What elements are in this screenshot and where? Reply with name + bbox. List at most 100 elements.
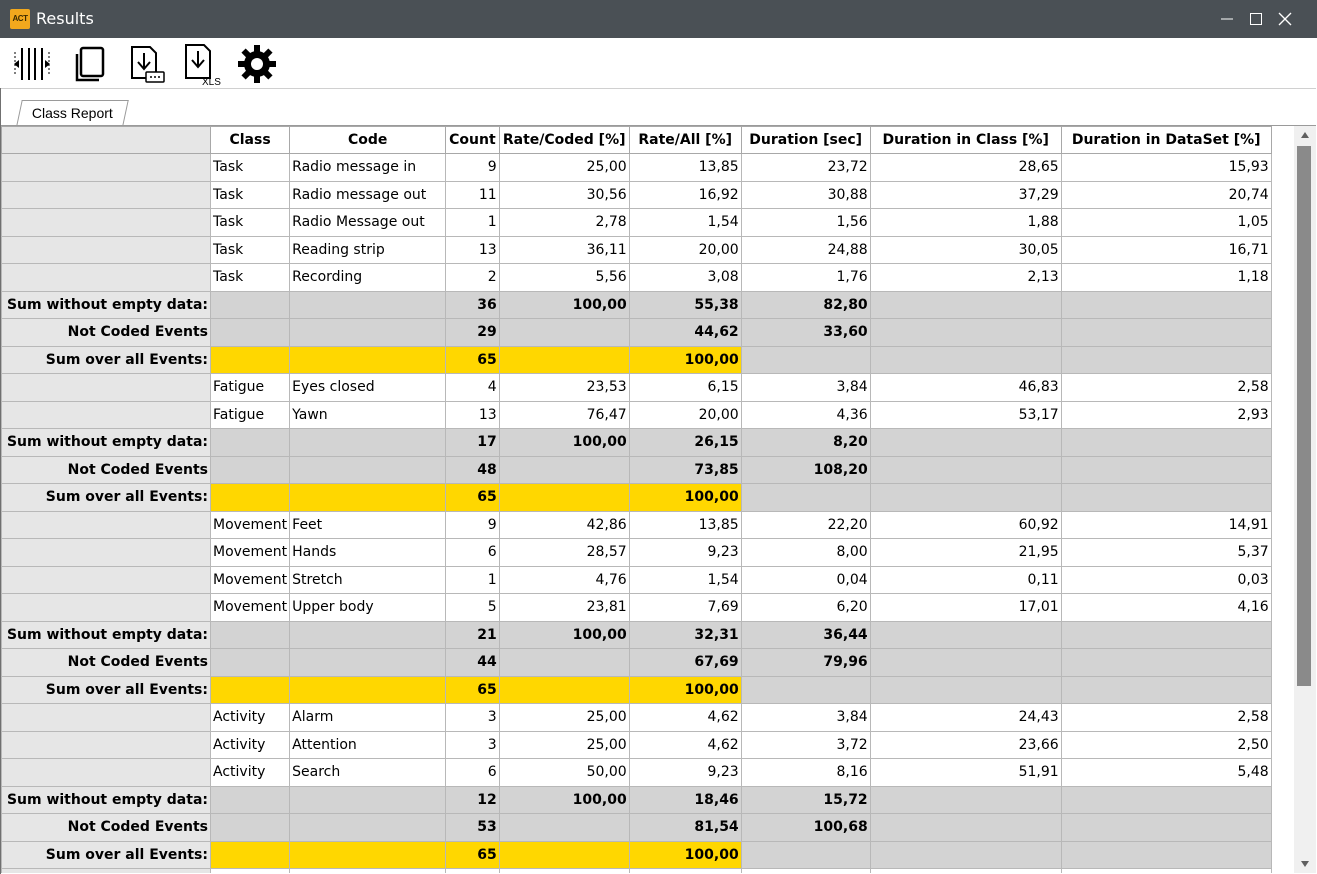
table-cell[interactable]	[289, 785, 447, 814]
column-adjust-button[interactable]	[10, 42, 54, 86]
table-cell[interactable]: 5,48	[1060, 758, 1272, 787]
table-cell[interactable]: 65	[445, 483, 500, 512]
export-xls-button[interactable]: XLS	[180, 42, 224, 86]
table-cell[interactable]: 5,37	[1060, 538, 1272, 567]
table-cell[interactable]: 44,62	[628, 318, 742, 347]
table-cell[interactable]: Upper body	[289, 593, 447, 622]
table-cell[interactable]: 1,88	[869, 208, 1062, 237]
table-cell[interactable]: 100,00	[498, 785, 630, 814]
table-cell[interactable]	[209, 813, 291, 842]
table-cell[interactable]: 3,08	[628, 263, 742, 292]
table-cell[interactable]: 1	[445, 208, 500, 237]
table-cell[interactable]: 44	[445, 648, 500, 677]
scrollbar-thumb[interactable]	[1297, 146, 1311, 686]
row-header[interactable]: Sum without empty data:	[1, 428, 211, 457]
table-cell[interactable]	[869, 840, 1062, 869]
row-header[interactable]: Sum without empty data:	[1, 785, 211, 814]
row-header[interactable]	[1, 703, 211, 732]
table-cell[interactable]: Task	[209, 235, 291, 264]
table-cell[interactable]: 26,15	[628, 428, 742, 457]
row-header[interactable]	[1, 565, 211, 594]
table-cell[interactable]: 37,29	[869, 180, 1062, 209]
table-cell[interactable]	[869, 620, 1062, 649]
row-header[interactable]	[1, 730, 211, 759]
table-cell[interactable]: 9	[445, 510, 500, 539]
table-cell[interactable]	[209, 483, 291, 512]
table-cell[interactable]	[869, 318, 1062, 347]
row-header[interactable]: Not Coded Events	[1, 648, 211, 677]
table-cell[interactable]	[209, 648, 291, 677]
table-cell[interactable]	[209, 785, 291, 814]
table-cell[interactable]	[869, 675, 1062, 704]
table-cell[interactable]: 4,16	[1060, 593, 1272, 622]
column-header[interactable]: Code	[289, 126, 447, 154]
table-cell[interactable]: 15,93	[1060, 153, 1272, 182]
table-cell[interactable]: 100,00	[498, 290, 630, 319]
table-cell[interactable]: 23,81	[498, 593, 630, 622]
table-cell[interactable]	[1060, 455, 1272, 484]
column-header[interactable]: Duration [sec]	[740, 126, 871, 154]
table-cell[interactable]	[1060, 620, 1272, 649]
table-cell[interactable]: 20,00	[628, 400, 742, 429]
table-cell[interactable]	[869, 868, 1062, 873]
table-cell[interactable]: 4,62	[628, 703, 742, 732]
table-cell[interactable]: 3,84	[740, 373, 871, 402]
table-cell[interactable]: 0,04	[740, 565, 871, 594]
table-cell[interactable]: 33,60	[740, 318, 871, 347]
table-cell[interactable]: 20,74	[1060, 180, 1272, 209]
row-header[interactable]: Not Coded Events	[1, 318, 211, 347]
table-cell[interactable]	[289, 290, 447, 319]
column-header[interactable]: Rate/Coded [%]	[498, 126, 630, 154]
row-header[interactable]: Sum without empty data:	[1, 290, 211, 319]
table-cell[interactable]: Activity	[209, 730, 291, 759]
row-header[interactable]	[1, 373, 211, 402]
table-cell[interactable]: Movement	[209, 565, 291, 594]
column-header[interactable]: Duration in Class [%]	[869, 126, 1062, 154]
table-cell[interactable]: 30,56	[498, 180, 630, 209]
table-cell[interactable]: Reading strip	[289, 235, 447, 264]
row-header[interactable]	[1, 263, 211, 292]
table-cell[interactable]: 2,78	[498, 208, 630, 237]
table-cell[interactable]	[498, 813, 630, 842]
table-cell[interactable]	[209, 840, 291, 869]
table-cell[interactable]: 55,38	[628, 290, 742, 319]
table-cell[interactable]: 11	[445, 180, 500, 209]
column-header[interactable]: Duration in DataSet [%]	[1060, 126, 1272, 154]
table-cell[interactable]	[740, 675, 871, 704]
row-header[interactable]	[1, 510, 211, 539]
table-cell[interactable]: 24,88	[740, 235, 871, 264]
table-cell[interactable]: 65	[445, 675, 500, 704]
table-cell[interactable]	[498, 455, 630, 484]
table-cell[interactable]	[869, 345, 1062, 374]
scroll-down-button[interactable]	[1294, 855, 1316, 873]
table-cell[interactable]: 20,00	[628, 235, 742, 264]
table-cell[interactable]: 16,71	[1060, 235, 1272, 264]
table-cell[interactable]: Attention	[289, 730, 447, 759]
table-cell[interactable]: 42,86	[498, 510, 630, 539]
table-cell[interactable]	[289, 840, 447, 869]
table-cell[interactable]: 1,54	[628, 565, 742, 594]
table-cell[interactable]: Feet	[289, 510, 447, 539]
table-cell[interactable]	[869, 813, 1062, 842]
table-cell[interactable]	[289, 428, 447, 457]
table-cell[interactable]: 16,92	[628, 180, 742, 209]
table-cell[interactable]: 28,65	[869, 153, 1062, 182]
table-cell[interactable]: Yawn	[289, 400, 447, 429]
table-cell[interactable]	[445, 868, 500, 873]
table-cell[interactable]: 9	[445, 153, 500, 182]
table-cell[interactable]: 46,83	[869, 373, 1062, 402]
table-cell[interactable]: 36,44	[740, 620, 871, 649]
table-cell[interactable]	[209, 675, 291, 704]
table-cell[interactable]: 23,53	[498, 373, 630, 402]
row-header[interactable]	[1, 180, 211, 209]
table-cell[interactable]	[209, 455, 291, 484]
table-cell[interactable]	[498, 483, 630, 512]
table-cell[interactable]: 25,00	[498, 730, 630, 759]
table-cell[interactable]: 13	[445, 400, 500, 429]
table-cell[interactable]	[740, 840, 871, 869]
row-header[interactable]: Sum over all Events:	[1, 675, 211, 704]
table-cell[interactable]: 108,20	[740, 455, 871, 484]
table-cell[interactable]: 51,91	[869, 758, 1062, 787]
table-cell[interactable]: 65	[445, 345, 500, 374]
table-cell[interactable]: 1,54	[628, 208, 742, 237]
